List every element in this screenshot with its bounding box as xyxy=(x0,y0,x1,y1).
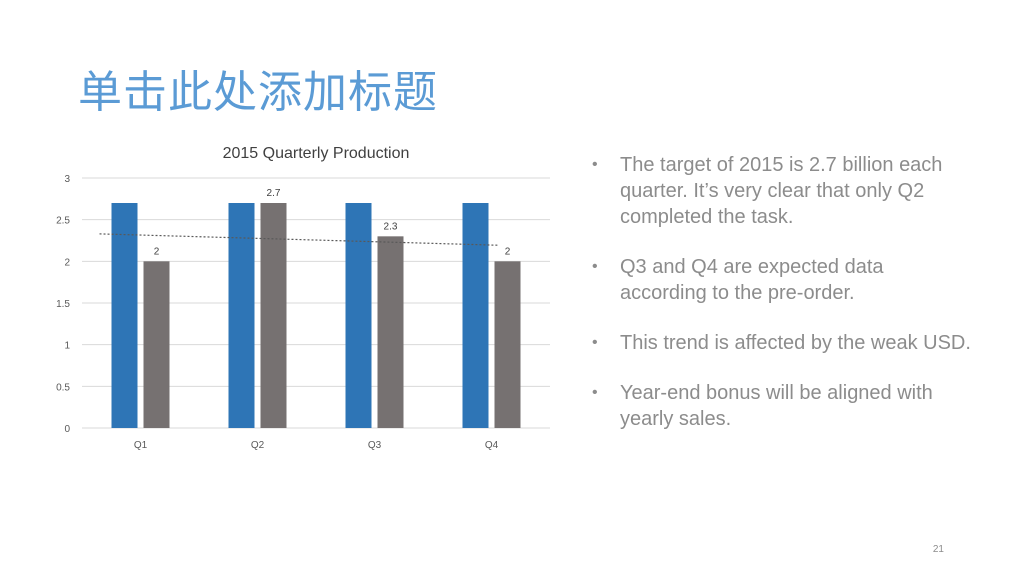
bar-target xyxy=(111,203,138,428)
bullet-text: The target of 2015 is 2.7 billion each q… xyxy=(620,154,943,228)
bullet-text: Year-end bonus will be aligned with year… xyxy=(620,382,933,430)
bullet-item: • Q3 and Q4 are expected data according t… xyxy=(592,254,972,306)
production-chart: 2015 Quarterly Production 0 0.5 1 1.5 2 2.5 3 2 Q… xyxy=(56,145,550,451)
y-tick-label: 2.5 xyxy=(56,216,70,227)
data-label: 2.3 xyxy=(384,221,398,232)
y-tick-label: 0 xyxy=(64,424,70,435)
bar-target xyxy=(462,203,489,428)
bar-target xyxy=(345,203,372,428)
bar-actual xyxy=(143,261,170,428)
y-tick-label: 0.5 xyxy=(56,382,70,393)
bar-actual xyxy=(494,261,521,428)
bullet-dot-icon: • xyxy=(592,384,598,401)
bar-actual xyxy=(377,236,404,428)
bullet-dot-icon: • xyxy=(592,258,598,275)
chart-container[interactable]: 2015 Quarterly Production 0 0.5 1 1.5 2 2.5 3 2 Q… xyxy=(48,138,568,468)
bullet-item: • The target of 2015 is 2.7 billion each … xyxy=(592,152,972,230)
x-tick-label: Q2 xyxy=(251,440,265,451)
bullet-item: • Year-end bonus will be aligned with yea… xyxy=(592,380,972,432)
bullet-dot-icon: • xyxy=(592,334,598,351)
page-number: 21 xyxy=(932,544,944,555)
bullet-dot-icon: • xyxy=(592,156,598,173)
x-tick-label: Q4 xyxy=(485,440,499,451)
chart-title: 2015 Quarterly Production xyxy=(223,145,410,162)
bullet-item: • This trend is affected by the weak USD… xyxy=(592,330,972,356)
bar-target xyxy=(228,203,255,428)
slide-title[interactable]: 单击此处添加标题 xyxy=(78,67,438,118)
x-tick-label: Q3 xyxy=(368,440,382,451)
data-label: 2 xyxy=(154,246,160,257)
y-tick-label: 2 xyxy=(64,257,70,268)
y-tick-label: 1 xyxy=(64,341,70,352)
bullet-list[interactable]: • The target of 2015 is 2.7 billion each … xyxy=(592,152,972,456)
data-label: 2 xyxy=(505,246,511,257)
bullet-text: Q3 and Q4 are expected data according to… xyxy=(620,256,884,304)
bar-actual xyxy=(260,203,287,428)
data-label: 2.7 xyxy=(267,188,281,199)
bullet-text: This trend is affected by the weak USD. xyxy=(620,332,971,354)
x-tick-label: Q1 xyxy=(134,440,148,451)
trendline xyxy=(99,233,498,246)
y-tick-label: 3 xyxy=(64,174,70,185)
y-tick-label: 1.5 xyxy=(56,299,70,310)
